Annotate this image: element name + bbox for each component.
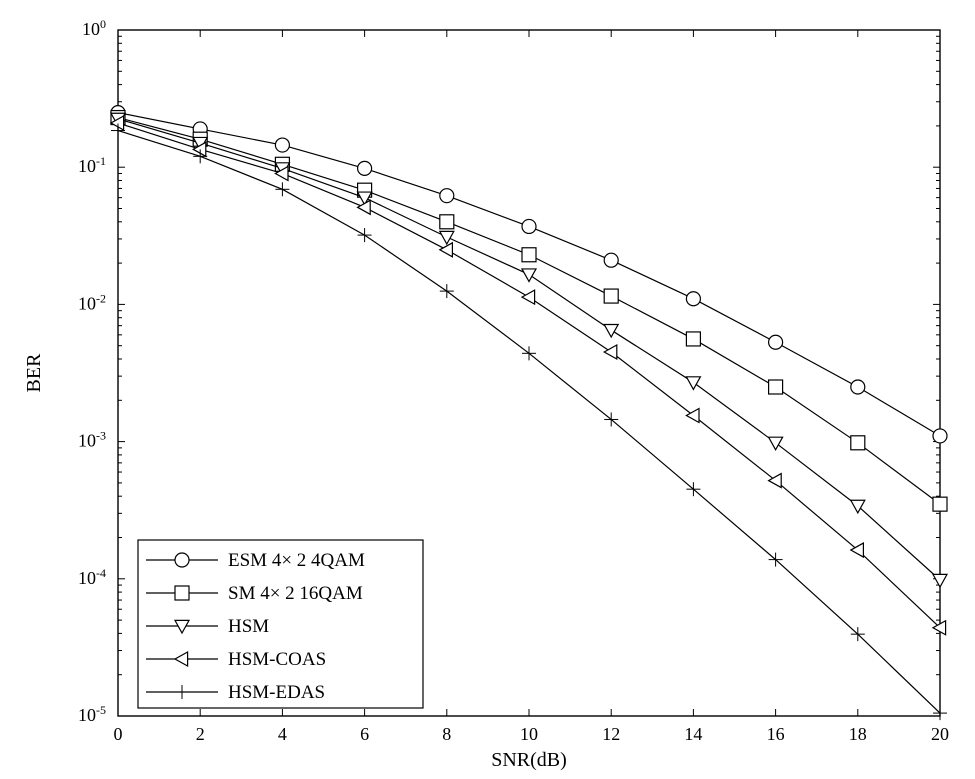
svg-text:10-2: 10-2 <box>78 291 106 313</box>
svg-text:14: 14 <box>684 724 702 744</box>
svg-text:10-3: 10-3 <box>78 429 106 451</box>
svg-text:0: 0 <box>114 724 123 744</box>
svg-text:4: 4 <box>278 724 287 744</box>
svg-text:10-5: 10-5 <box>78 703 106 725</box>
svg-text:8: 8 <box>442 724 451 744</box>
svg-text:100: 100 <box>82 17 106 39</box>
svg-text:6: 6 <box>360 724 369 744</box>
svg-text:12: 12 <box>602 724 620 744</box>
svg-text:18: 18 <box>849 724 867 744</box>
svg-text:BER: BER <box>23 353 45 393</box>
legend-label: HSM-COAS <box>228 649 326 670</box>
svg-text:SNR(dB): SNR(dB) <box>491 749 567 771</box>
svg-text:16: 16 <box>767 724 785 744</box>
svg-text:10: 10 <box>520 724 538 744</box>
legend-label: HSM-EDAS <box>228 682 325 703</box>
ber-vs-snr-chart: 0 2 4 6 8 10 12 14 16 18 20 SNR(dB) 10-5 10-4 10-3 10-2… <box>0 0 975 779</box>
svg-text:2: 2 <box>196 724 205 744</box>
legend-label: SM 4× 2 16QAM <box>228 583 363 604</box>
svg-text:10-4: 10-4 <box>78 566 106 588</box>
legend-label: HSM <box>228 616 269 637</box>
chart-svg: 0 2 4 6 8 10 12 14 16 18 20 SNR(dB) 10-5 10-4 10-3 10-2… <box>0 0 975 779</box>
svg-text:20: 20 <box>931 724 949 744</box>
svg-text:10-1: 10-1 <box>78 154 106 176</box>
legend-label: ESM 4× 2 4QAM <box>228 550 365 571</box>
